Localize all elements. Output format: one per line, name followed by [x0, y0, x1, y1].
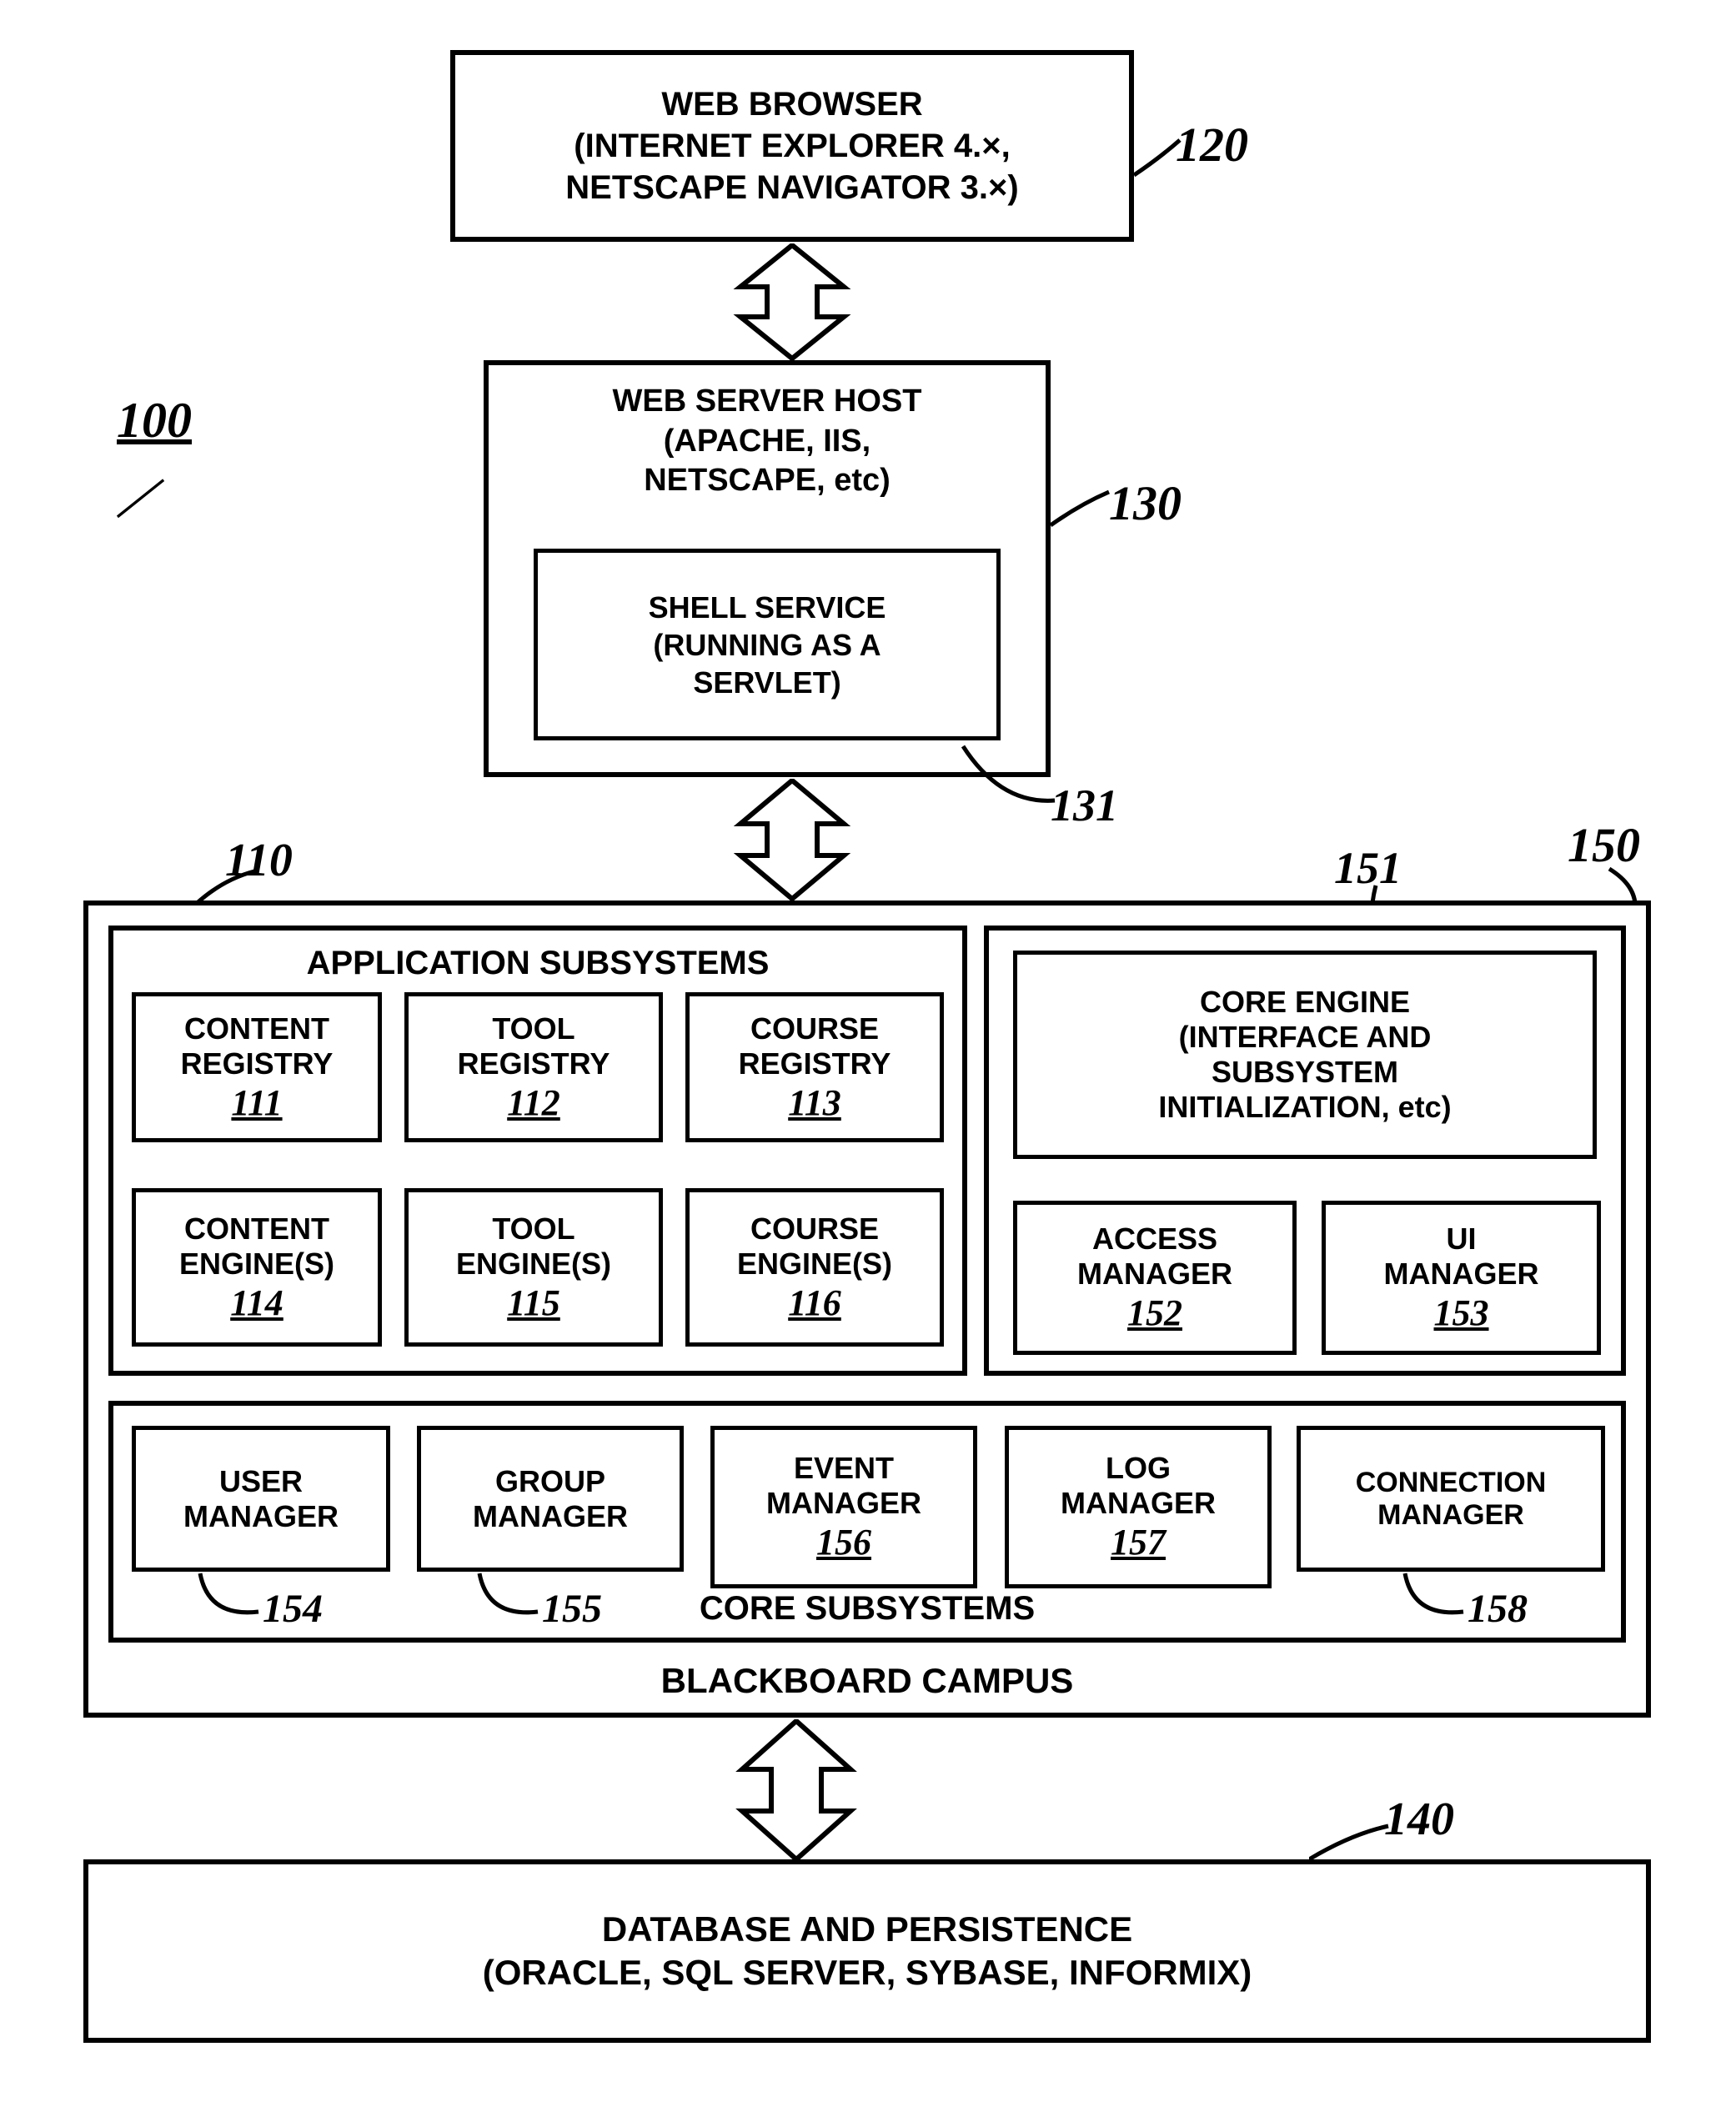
ref-113: 113: [788, 1081, 841, 1124]
ref-158: 158: [1468, 1586, 1528, 1632]
lm-l2: MANAGER: [1061, 1486, 1216, 1521]
arrow-campus-db: [725, 1719, 842, 1861]
coe-l1: COURSE: [750, 1212, 879, 1247]
ref-114: 114: [230, 1282, 283, 1324]
db-l2: (ORACLE, SQL SERVER, SYBASE, INFORMIX): [483, 1951, 1252, 1995]
ce-l1: CONTENT: [184, 1212, 329, 1247]
ref-153: 153: [1434, 1292, 1489, 1334]
node-core-engine: CORE ENGINE (INTERFACE AND SUBSYSTEM INI…: [1013, 951, 1597, 1159]
tr-l2: REGISTRY: [458, 1046, 610, 1081]
node-course-registry: COURSE REGISTRY 113: [685, 992, 944, 1142]
leader-155: [475, 1572, 542, 1622]
ref-116: 116: [788, 1282, 841, 1324]
node-content-registry: CONTENT REGISTRY 111: [132, 992, 382, 1142]
browser-l3: NETSCAPE NAVIGATOR 3.×): [565, 167, 1018, 208]
diagram-canvas: 100 ／ WEB BROWSER (INTERNET EXPLORER 4.×…: [33, 33, 1703, 2074]
browser-l1: WEB BROWSER: [661, 83, 922, 125]
node-web-browser: WEB BROWSER (INTERNET EXPLORER 4.×, NETS…: [450, 50, 1134, 242]
core-l3: SUBSYSTEM: [1212, 1055, 1398, 1090]
node-database: DATABASE AND PERSISTENCE (ORACLE, SQL SE…: [83, 1859, 1651, 2043]
um-l2: MANAGER: [183, 1499, 339, 1534]
node-content-engine: CONTENT ENGINE(S) 114: [132, 1188, 382, 1347]
arrow-server-campus: [725, 779, 842, 900]
leader-120: [1134, 133, 1184, 183]
ref-100: 100: [117, 392, 192, 449]
um-l1: USER: [219, 1464, 303, 1499]
core-l2: (INTERFACE AND: [1179, 1020, 1432, 1055]
ref-120: 120: [1176, 117, 1248, 173]
coe-l2: ENGINE(S): [737, 1247, 892, 1282]
ref-157: 157: [1111, 1521, 1166, 1563]
shell-l1: SHELL SERVICE: [649, 589, 886, 626]
node-ui-manager: UI MANAGER 153: [1322, 1201, 1601, 1355]
ref-152: 152: [1127, 1292, 1182, 1334]
ref-150: 150: [1568, 817, 1640, 873]
db-l1: DATABASE AND PERSISTENCE: [602, 1908, 1132, 1952]
em-l2: MANAGER: [766, 1486, 921, 1521]
app-sub-title: APPLICATION SUBSYSTEMS: [307, 942, 770, 984]
gm-l2: MANAGER: [473, 1499, 628, 1534]
leader-158: [1401, 1572, 1468, 1622]
cr-l1: CONTENT: [184, 1011, 329, 1046]
leader-140: [1309, 1822, 1392, 1864]
ce-l2: ENGINE(S): [179, 1247, 334, 1282]
ref-155: 155: [542, 1586, 602, 1632]
server-l2: (APACHE, IIS,: [664, 422, 871, 462]
ref-140: 140: [1384, 1793, 1454, 1846]
cr-l2: REGISTRY: [181, 1046, 334, 1081]
browser-l2: (INTERNET EXPLORER 4.×,: [574, 125, 1010, 167]
lm-l1: LOG: [1106, 1451, 1171, 1486]
ref-115: 115: [507, 1282, 560, 1324]
core-sub-title: CORE SUBSYSTEMS: [700, 1588, 1035, 1629]
leader-130: [1051, 488, 1113, 534]
node-log-manager: LOG MANAGER 157: [1005, 1426, 1272, 1588]
campus-title: BLACKBOARD CAMPUS: [661, 1659, 1074, 1703]
ui-l1: UI: [1447, 1222, 1477, 1257]
cm-l1: CONNECTION: [1356, 1467, 1547, 1499]
cor-l2: REGISTRY: [739, 1046, 891, 1081]
ref-111: 111: [231, 1081, 282, 1124]
am-l2: MANAGER: [1077, 1257, 1232, 1292]
am-l1: ACCESS: [1092, 1222, 1217, 1257]
shell-l3: SERVLET): [693, 664, 840, 701]
ui-l2: MANAGER: [1384, 1257, 1539, 1292]
node-event-manager: EVENT MANAGER 156: [710, 1426, 977, 1588]
server-l1: WEB SERVER HOST: [613, 382, 922, 422]
ref-130: 130: [1109, 475, 1182, 531]
ref-112: 112: [507, 1081, 560, 1124]
core-l1: CORE ENGINE: [1200, 985, 1410, 1020]
cor-l1: COURSE: [750, 1011, 879, 1046]
node-shell-service: SHELL SERVICE (RUNNING AS A SERVLET): [534, 549, 1001, 740]
arrow-browser-server: [725, 243, 842, 360]
gm-l1: GROUP: [495, 1464, 605, 1499]
node-access-manager: ACCESS MANAGER 152: [1013, 1201, 1297, 1355]
node-user-manager: USER MANAGER: [132, 1426, 390, 1572]
shell-l2: (RUNNING AS A: [653, 626, 881, 664]
node-tool-registry: TOOL REGISTRY 112: [404, 992, 663, 1142]
ref-131: 131: [1051, 780, 1118, 831]
node-connection-manager: CONNECTION MANAGER: [1297, 1426, 1605, 1572]
ref-100-dash: ／: [117, 467, 157, 525]
cm-l2: MANAGER: [1377, 1499, 1524, 1532]
node-tool-engine: TOOL ENGINE(S) 115: [404, 1188, 663, 1347]
node-course-engine: COURSE ENGINE(S) 116: [685, 1188, 944, 1347]
node-group-manager: GROUP MANAGER: [417, 1426, 684, 1572]
te-l2: ENGINE(S): [456, 1247, 611, 1282]
leader-154: [196, 1572, 263, 1622]
core-l4: INITIALIZATION, etc): [1158, 1090, 1451, 1125]
leader-131: [959, 742, 1059, 809]
em-l1: EVENT: [794, 1451, 894, 1486]
te-l1: TOOL: [492, 1212, 574, 1247]
tr-l1: TOOL: [492, 1011, 574, 1046]
server-l3: NETSCAPE, etc): [644, 461, 891, 501]
ref-156: 156: [816, 1521, 871, 1563]
ref-154: 154: [263, 1586, 323, 1632]
